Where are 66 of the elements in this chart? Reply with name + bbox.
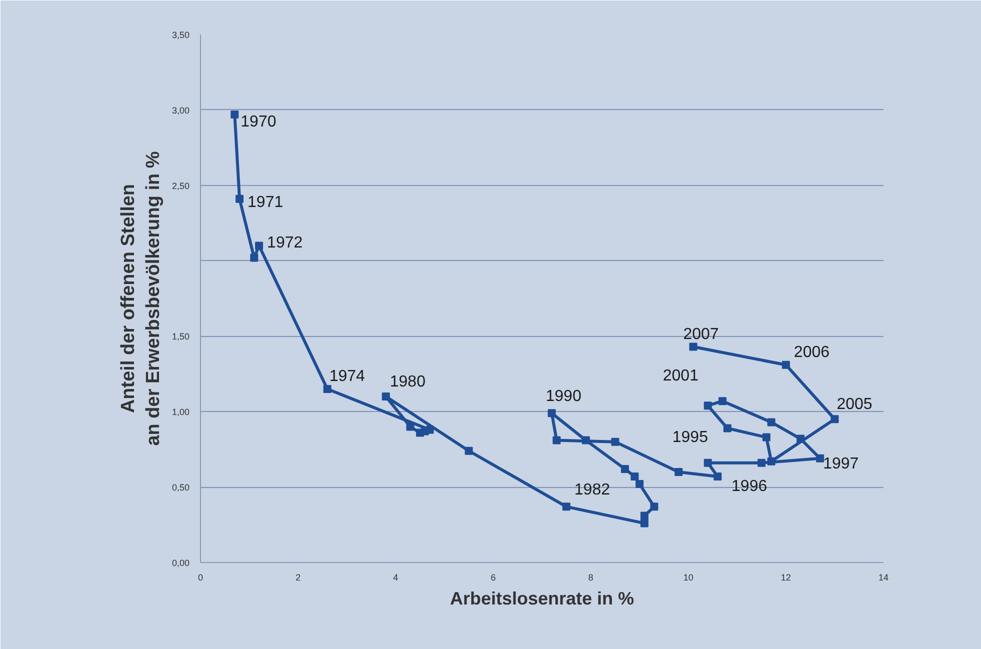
annotation: 1980 [390,374,426,391]
point [704,458,712,467]
x-tick-label: 12 [780,572,791,582]
x-tick-label: 8 [588,572,594,582]
point [640,512,648,520]
point [552,436,561,444]
point [255,242,264,250]
annotation: 1971 [248,194,284,211]
y-axis-title: Anteil der offenen Stellen an der Erwerbsbevölkerung in % [118,151,164,446]
annotation: 2007 [683,326,719,343]
x-tick-label: 0 [198,572,204,582]
x-tick-label: 6 [490,572,496,582]
annotation: 1995 [672,429,708,446]
y-tick-label: 2,50 [172,180,190,191]
point [704,402,712,410]
annotation: 1990 [546,388,582,406]
point [250,254,258,262]
point [762,433,770,442]
point [562,502,570,511]
point [782,360,790,369]
x-tick-label: 4 [393,572,398,582]
point [230,110,239,118]
point [816,454,824,462]
x-tick-label: 10 [683,572,694,582]
point [714,472,722,481]
point [723,424,732,432]
annotation: 1982 [574,482,610,499]
annotation: 2001 [662,368,699,385]
annotation: 1972 [267,234,303,252]
annotation: 1974 [329,368,366,386]
point [611,438,620,446]
y-tick-label: 3,50 [172,30,190,40]
point [323,385,332,394]
y-tick-label: 1,50 [172,332,190,342]
point [830,415,839,424]
point [416,428,424,437]
point [548,409,556,418]
point [674,468,683,476]
point [650,502,658,511]
y-tick-label: 1,00 [172,407,190,418]
point [620,464,629,473]
annotation: 2005 [836,396,872,414]
y-tick-label: 0,00 [172,558,190,568]
point [796,434,805,443]
point [630,472,639,481]
point [636,480,644,488]
point [767,418,776,426]
annotation: 1996 [732,478,768,495]
point [640,519,648,528]
annotation: 2006 [794,344,830,361]
x-tick-label: 14 [878,572,889,582]
point [689,342,698,351]
point [758,458,766,467]
x-tick-label: 2 [296,572,301,582]
x-axis-title: Arbeitslosenrate in % [450,588,634,608]
point [464,446,473,455]
y-tick-label: 0,50 [172,482,190,493]
point [406,422,414,431]
point [382,392,390,401]
point [767,457,776,466]
point [718,397,727,406]
point [582,436,590,444]
y-tick-label: 3,00 [172,105,190,116]
annotation: 1970 [240,113,276,130]
point [236,194,244,203]
annotation: 1997 [823,455,859,472]
